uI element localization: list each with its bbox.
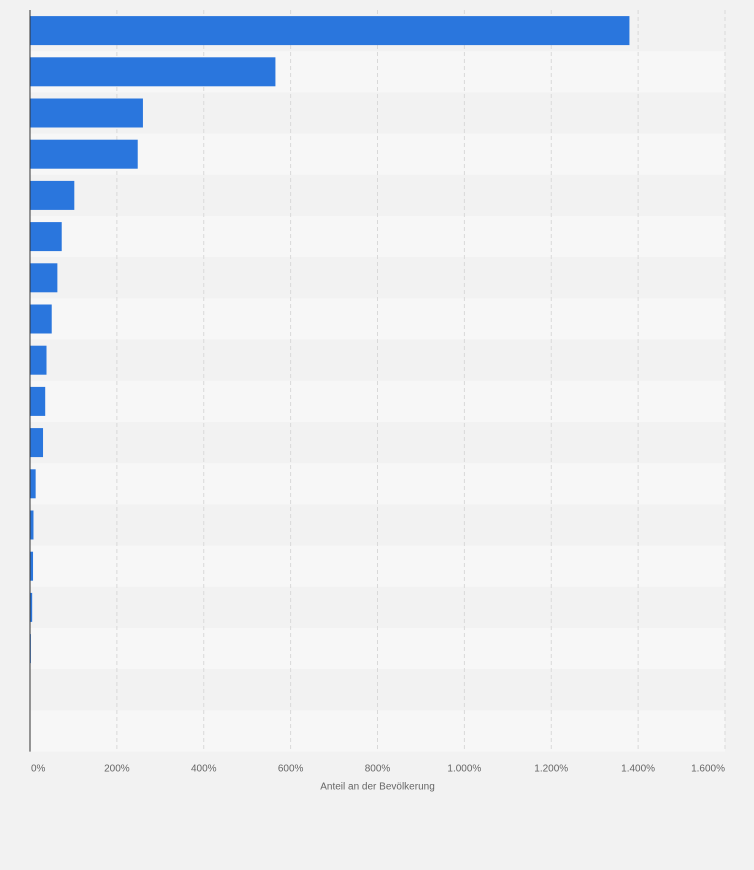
x-tick-label: 1.200% — [534, 764, 568, 775]
row-band — [30, 463, 725, 505]
bar — [30, 139, 138, 169]
bar — [30, 345, 47, 375]
x-tick-label: 400% — [191, 764, 217, 775]
bar — [30, 386, 46, 416]
bar — [30, 222, 62, 252]
x-tick-labels: 0% 200% 400% 600% 800% 1.000% 1.200% 1.400% 1.60… — [31, 764, 725, 775]
bar — [30, 98, 143, 128]
bar — [30, 304, 52, 334]
x-tick-label: 1.400% — [621, 764, 655, 775]
bar — [30, 180, 75, 210]
row-band — [30, 380, 725, 422]
bar — [30, 16, 630, 46]
x-tick-label: 800% — [365, 764, 391, 775]
x-tick-label: 200% — [104, 764, 130, 775]
bar — [30, 263, 58, 293]
row-band — [30, 92, 725, 134]
bar — [30, 428, 44, 458]
row-band — [30, 422, 725, 464]
x-axis-title: Anteil an der Bevölkerung — [320, 782, 435, 793]
x-tick-label: 600% — [278, 764, 304, 775]
bar — [30, 592, 33, 622]
x-tick-label: 1.000% — [447, 764, 481, 775]
x-tick-label: 0% — [31, 764, 46, 775]
bar — [30, 510, 34, 540]
bar — [30, 551, 34, 581]
bars — [30, 16, 630, 746]
bar — [30, 469, 36, 499]
gridlines — [116, 10, 726, 752]
bar — [30, 57, 276, 87]
x-tick-label: 1.600% — [691, 764, 725, 775]
